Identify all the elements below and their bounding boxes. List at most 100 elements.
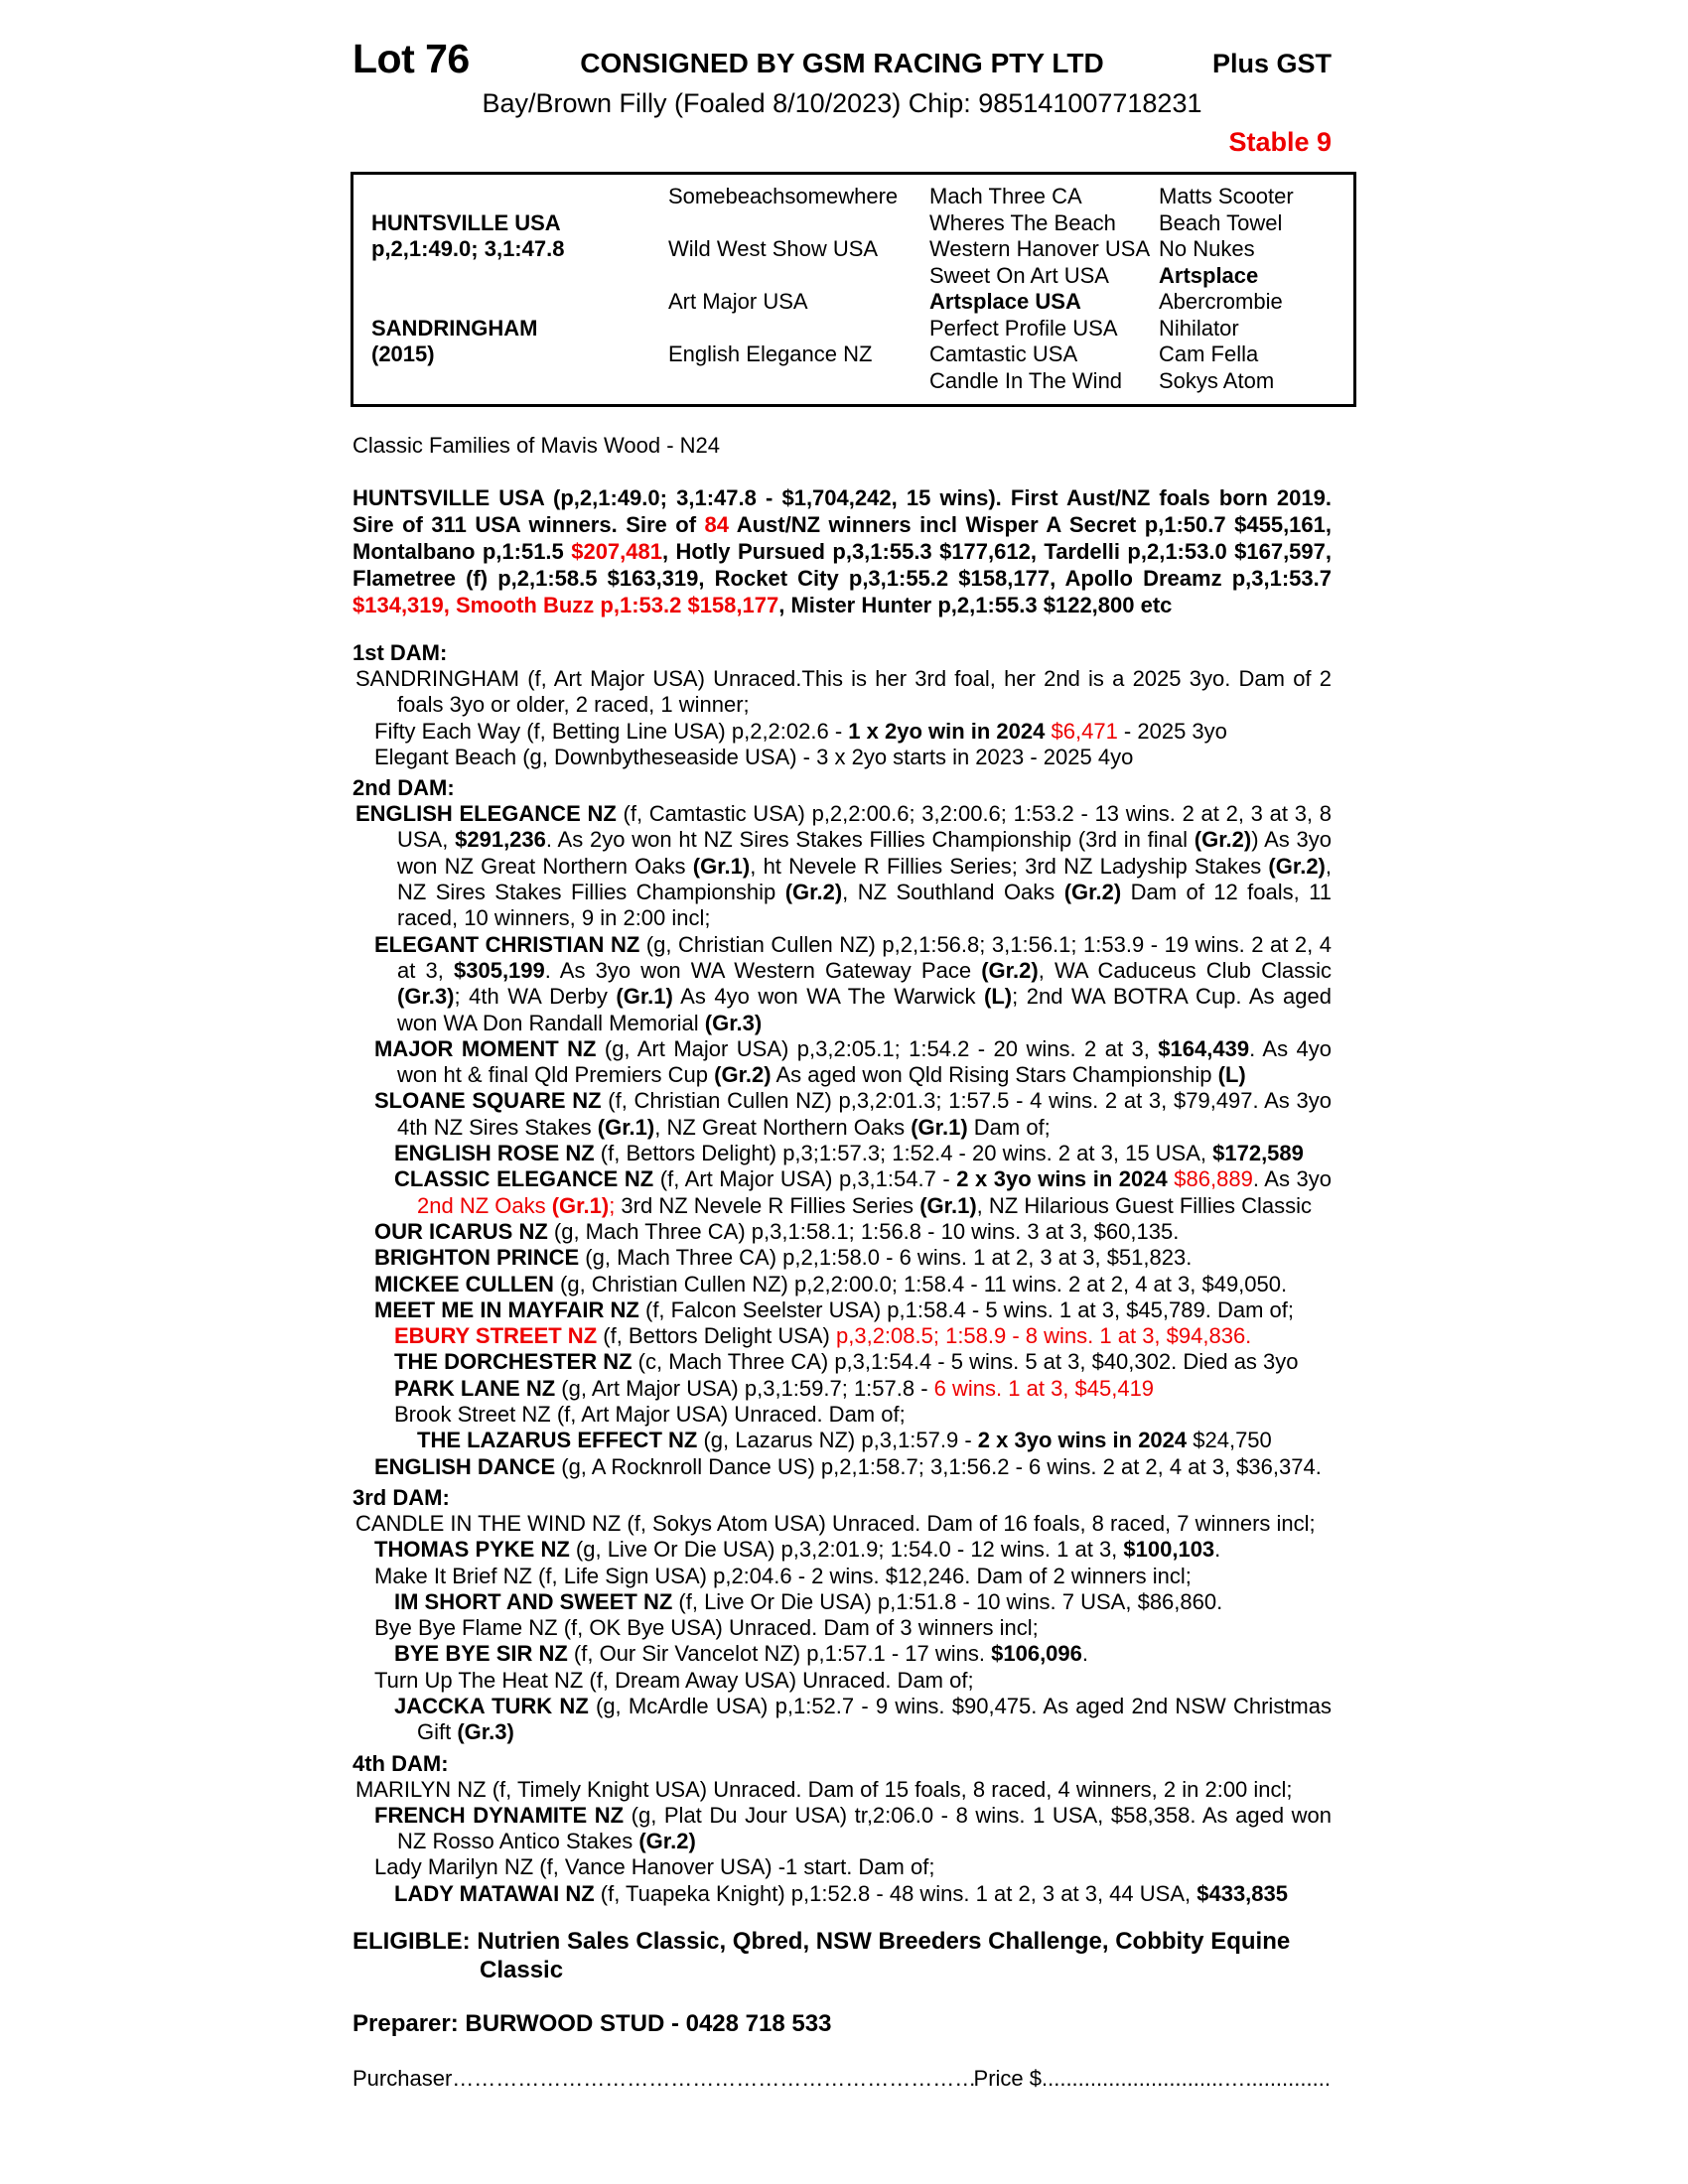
text-segment: As aged won Qld Rising Stars Championshi… [771, 1062, 1218, 1088]
text-segment: (f, Christian Cullen NZ) p,3,2:01.3; 1:5… [397, 1088, 1332, 1140]
text-segment: (f, Camtastic USA) p,2,2:00.6; 3,2:00.6;… [397, 801, 1332, 853]
text-segment: . As 3yo [1252, 1166, 1332, 1192]
text-segment: $100,103 [1123, 1537, 1215, 1563]
text-segment: 2nd NZ Oaks [417, 1192, 552, 1218]
pedigree-table: HUNTSVILLE USA p,2,1:49.0; 3,1:47.8 SANDRI… [351, 172, 1356, 407]
gen4-ancestor: Beach Towel [1159, 209, 1283, 235]
lot-number: Lot 76 [352, 36, 470, 81]
text-segment: (Gr.2) [1194, 827, 1252, 853]
text-segment: 2 x 3yo wins in 2024 [977, 1428, 1188, 1453]
pedigree-item: ENGLISH ROSE NZ (f, Bettors Delight) p,3… [352, 1141, 1332, 1166]
text-segment: (f, Art Major USA) p,3,1:54.7 - [653, 1166, 957, 1192]
text-segment: . As 4yo won ht & final Qld Premiers Cup [397, 1035, 1332, 1088]
text-segment: THOMAS PYKE NZ [374, 1537, 570, 1563]
text-segment: MAJOR MOMENT NZ [374, 1035, 597, 1061]
pedigree-item: Make It Brief NZ (f, Life Sign USA) p,2:… [352, 1564, 1332, 1589]
gen4-ancestor: Nihilator [1159, 315, 1239, 341]
text-segment: $86,889 [1174, 1166, 1253, 1192]
text-segment: (g, A Rocknroll Dance US) p,2,1:58.7; 3,… [555, 1453, 1322, 1479]
pedigree-item: MICKEE CULLEN (g, Christian Cullen NZ) p… [352, 1272, 1332, 1297]
text-segment: (g, Mach Three CA) p,3,1:58.1; 1:56.8 - … [547, 1218, 1180, 1244]
text-segment: (g, Live Or Die USA) p,3,2:01.9; 1:54.0 … [569, 1537, 1124, 1563]
text-segment: MEET ME IN MAYFAIR NZ [374, 1297, 639, 1322]
pedigree-item: FRENCH DYNAMITE NZ (g, Plat Du Jour USA)… [352, 1803, 1332, 1855]
text-segment: Turn Up The Heat NZ (f, Dream Away USA) … [374, 1667, 974, 1693]
text-segment: (f, Bettors Delight USA) [597, 1323, 836, 1349]
pedigree-item: MEET ME IN MAYFAIR NZ (f, Falcon Seelste… [352, 1297, 1332, 1323]
text-segment: (Gr.1) [616, 984, 673, 1010]
text-segment: , Hotly Pursued p,3,1:55.3 $177,612, Tar… [352, 539, 1332, 591]
text-segment: ) As 3yo won NZ Great Northern Oaks [397, 827, 1333, 879]
text-segment: CLASSIC ELEGANCE NZ [394, 1166, 654, 1192]
text-segment: p,3,2:08.5; 1:58.9 - 8 wins. 1 at 3, $94… [836, 1323, 1252, 1349]
gen2-ancestor: Wild West Show USA [668, 236, 879, 261]
text-segment: $6,471 [1051, 718, 1118, 744]
purchaser-price-line: Purchaser…………………………………………………………………………………… [352, 2066, 1332, 2092]
text-segment: (Gr.2) [1063, 880, 1122, 905]
family-note: Classic Families of Mavis Wood - N24 [352, 433, 721, 458]
pedigree-item: MARILYN NZ (f, Timely Knight USA) Unrace… [352, 1777, 1332, 1803]
gen3-ancestor: Artsplace USA [929, 289, 1081, 314]
pedigree-item: ENGLISH DANCE (g, A Rocknroll Dance US) … [352, 1454, 1332, 1480]
text-segment: ENGLISH ELEGANCE NZ [355, 801, 617, 827]
dam-section: 3rd DAM: CANDLE IN THE WIND NZ (f, Sokys … [352, 1485, 1332, 1746]
text-segment: SLOANE SQUARE NZ [374, 1088, 602, 1114]
text-segment: MICKEE CULLEN [374, 1271, 554, 1297]
text-segment: (Gr.1) [551, 1192, 610, 1218]
text-segment: . [1214, 1537, 1221, 1563]
gen3-ancestor: Sweet On Art USA [929, 262, 1109, 288]
text-segment: $433,835 [1196, 1880, 1288, 1906]
text-segment: $207,481 [571, 539, 662, 564]
text-segment: $106,096 [991, 1641, 1082, 1667]
text-segment: , NZ Sires Stakes Fillies Championship [397, 853, 1333, 905]
stable-number: Stable 9 [1228, 127, 1332, 157]
text-segment: , NZ Southland Oaks [842, 880, 1064, 905]
text-segment: EBURY STREET NZ [394, 1323, 598, 1349]
gen2-ancestor: Art Major USA [668, 289, 808, 314]
text-segment: (c, Mach Three CA) p,3,1:54.4 - 5 wins. … [632, 1349, 1299, 1375]
text-segment: , Mister Hunter p,2,1:55.3 $122,800 etc [778, 593, 1173, 617]
price-dotted-line: ..............................….........… [1042, 2066, 1332, 2092]
text-segment: (Gr.2) [784, 880, 843, 905]
pedigree-item: THE DORCHESTER NZ (c, Mach Three CA) p,3… [352, 1349, 1332, 1375]
pedigree-item: Lady Marilyn NZ (f, Vance Hanover USA) -… [352, 1854, 1332, 1880]
text-segment: MARILYN NZ (f, Timely Knight USA) Unrace… [355, 1776, 1293, 1802]
text-segment: (Gr.3) [704, 1010, 763, 1035]
text-segment: (L) [1217, 1062, 1246, 1088]
text-segment: ; 2nd WA BOTRA Cup. As aged won WA Don R… [397, 984, 1332, 1035]
text-segment: (g, Mach Three CA) p,2,1:58.0 - 6 wins. … [579, 1245, 1193, 1271]
text-segment: (f, Live Or Die USA) p,1:51.8 - 10 wins.… [672, 1588, 1223, 1614]
sire-summary-paragraph: HUNTSVILLE USA (p,2,1:49.0; 3,1:47.8 - $… [352, 484, 1332, 618]
text-segment: ENGLISH DANCE [374, 1453, 556, 1479]
consignor-title: CONSIGNED BY GSM RACING PTY LTD [580, 48, 1104, 78]
dam-section-heading: 3rd DAM: [352, 1484, 450, 1510]
text-segment: . As 2yo won ht NZ Sires Stakes Fillies … [545, 827, 1195, 853]
dam-section-heading: 2nd DAM: [352, 775, 455, 801]
text-segment: PARK LANE NZ [394, 1375, 556, 1401]
pedigree-item: Turn Up The Heat NZ (f, Dream Away USA) … [352, 1668, 1332, 1694]
pedigree-item: Fifty Each Way (f, Betting Line USA) p,2… [352, 719, 1332, 745]
gen2-ancestor: Somebeachsomewhere [668, 184, 899, 208]
text-segment: (g, Art Major USA) p,3,1:59.7; 1:57.8 - [555, 1375, 934, 1401]
text-segment: 2 x 3yo wins in 2024 [956, 1166, 1168, 1192]
text-segment: Dam of; [967, 1114, 1051, 1140]
text-segment: (f, Our Sir Vancelot NZ) p,1:57.1 - 17 w… [567, 1641, 992, 1667]
pedigree-item: THOMAS PYKE NZ (g, Live Or Die USA) p,3,… [352, 1537, 1332, 1563]
pedigree-item: Brook Street NZ (f, Art Major USA) Unrac… [352, 1402, 1332, 1428]
pedigree-item: CANDLE IN THE WIND NZ (f, Sokys Atom USA… [352, 1511, 1332, 1537]
pedigree-item: EBURY STREET NZ (f, Bettors Delight USA)… [352, 1323, 1332, 1349]
text-segment: OUR ICARUS NZ [374, 1218, 548, 1244]
text-segment: ; 4th WA Derby [454, 984, 617, 1010]
pedigree-item: MAJOR MOMENT NZ (g, Art Major USA) p,3,2… [352, 1036, 1332, 1089]
gen4-ancestor: Sokys Atom [1159, 367, 1275, 393]
text-segment: $24,750 [1187, 1428, 1272, 1453]
gen3-ancestor: Camtastic USA [929, 341, 1078, 366]
price-label: Price $ [973, 2066, 1042, 2092]
gen4-ancestor: Artsplace [1159, 262, 1259, 288]
gen4-ancestor: No Nukes [1159, 236, 1255, 261]
text-segment: THE DORCHESTER NZ [394, 1349, 633, 1375]
text-segment: 1 x 2yo win in 2024 [848, 718, 1046, 744]
text-segment: Aust/NZ winners incl Wisper A Secret p,1… [352, 512, 1332, 564]
text-segment: . As 3yo won WA Western Gateway Pace [544, 957, 982, 983]
pedigree-item: LADY MATAWAI NZ (f, Tuapeka Knight) p,1:… [352, 1881, 1332, 1907]
